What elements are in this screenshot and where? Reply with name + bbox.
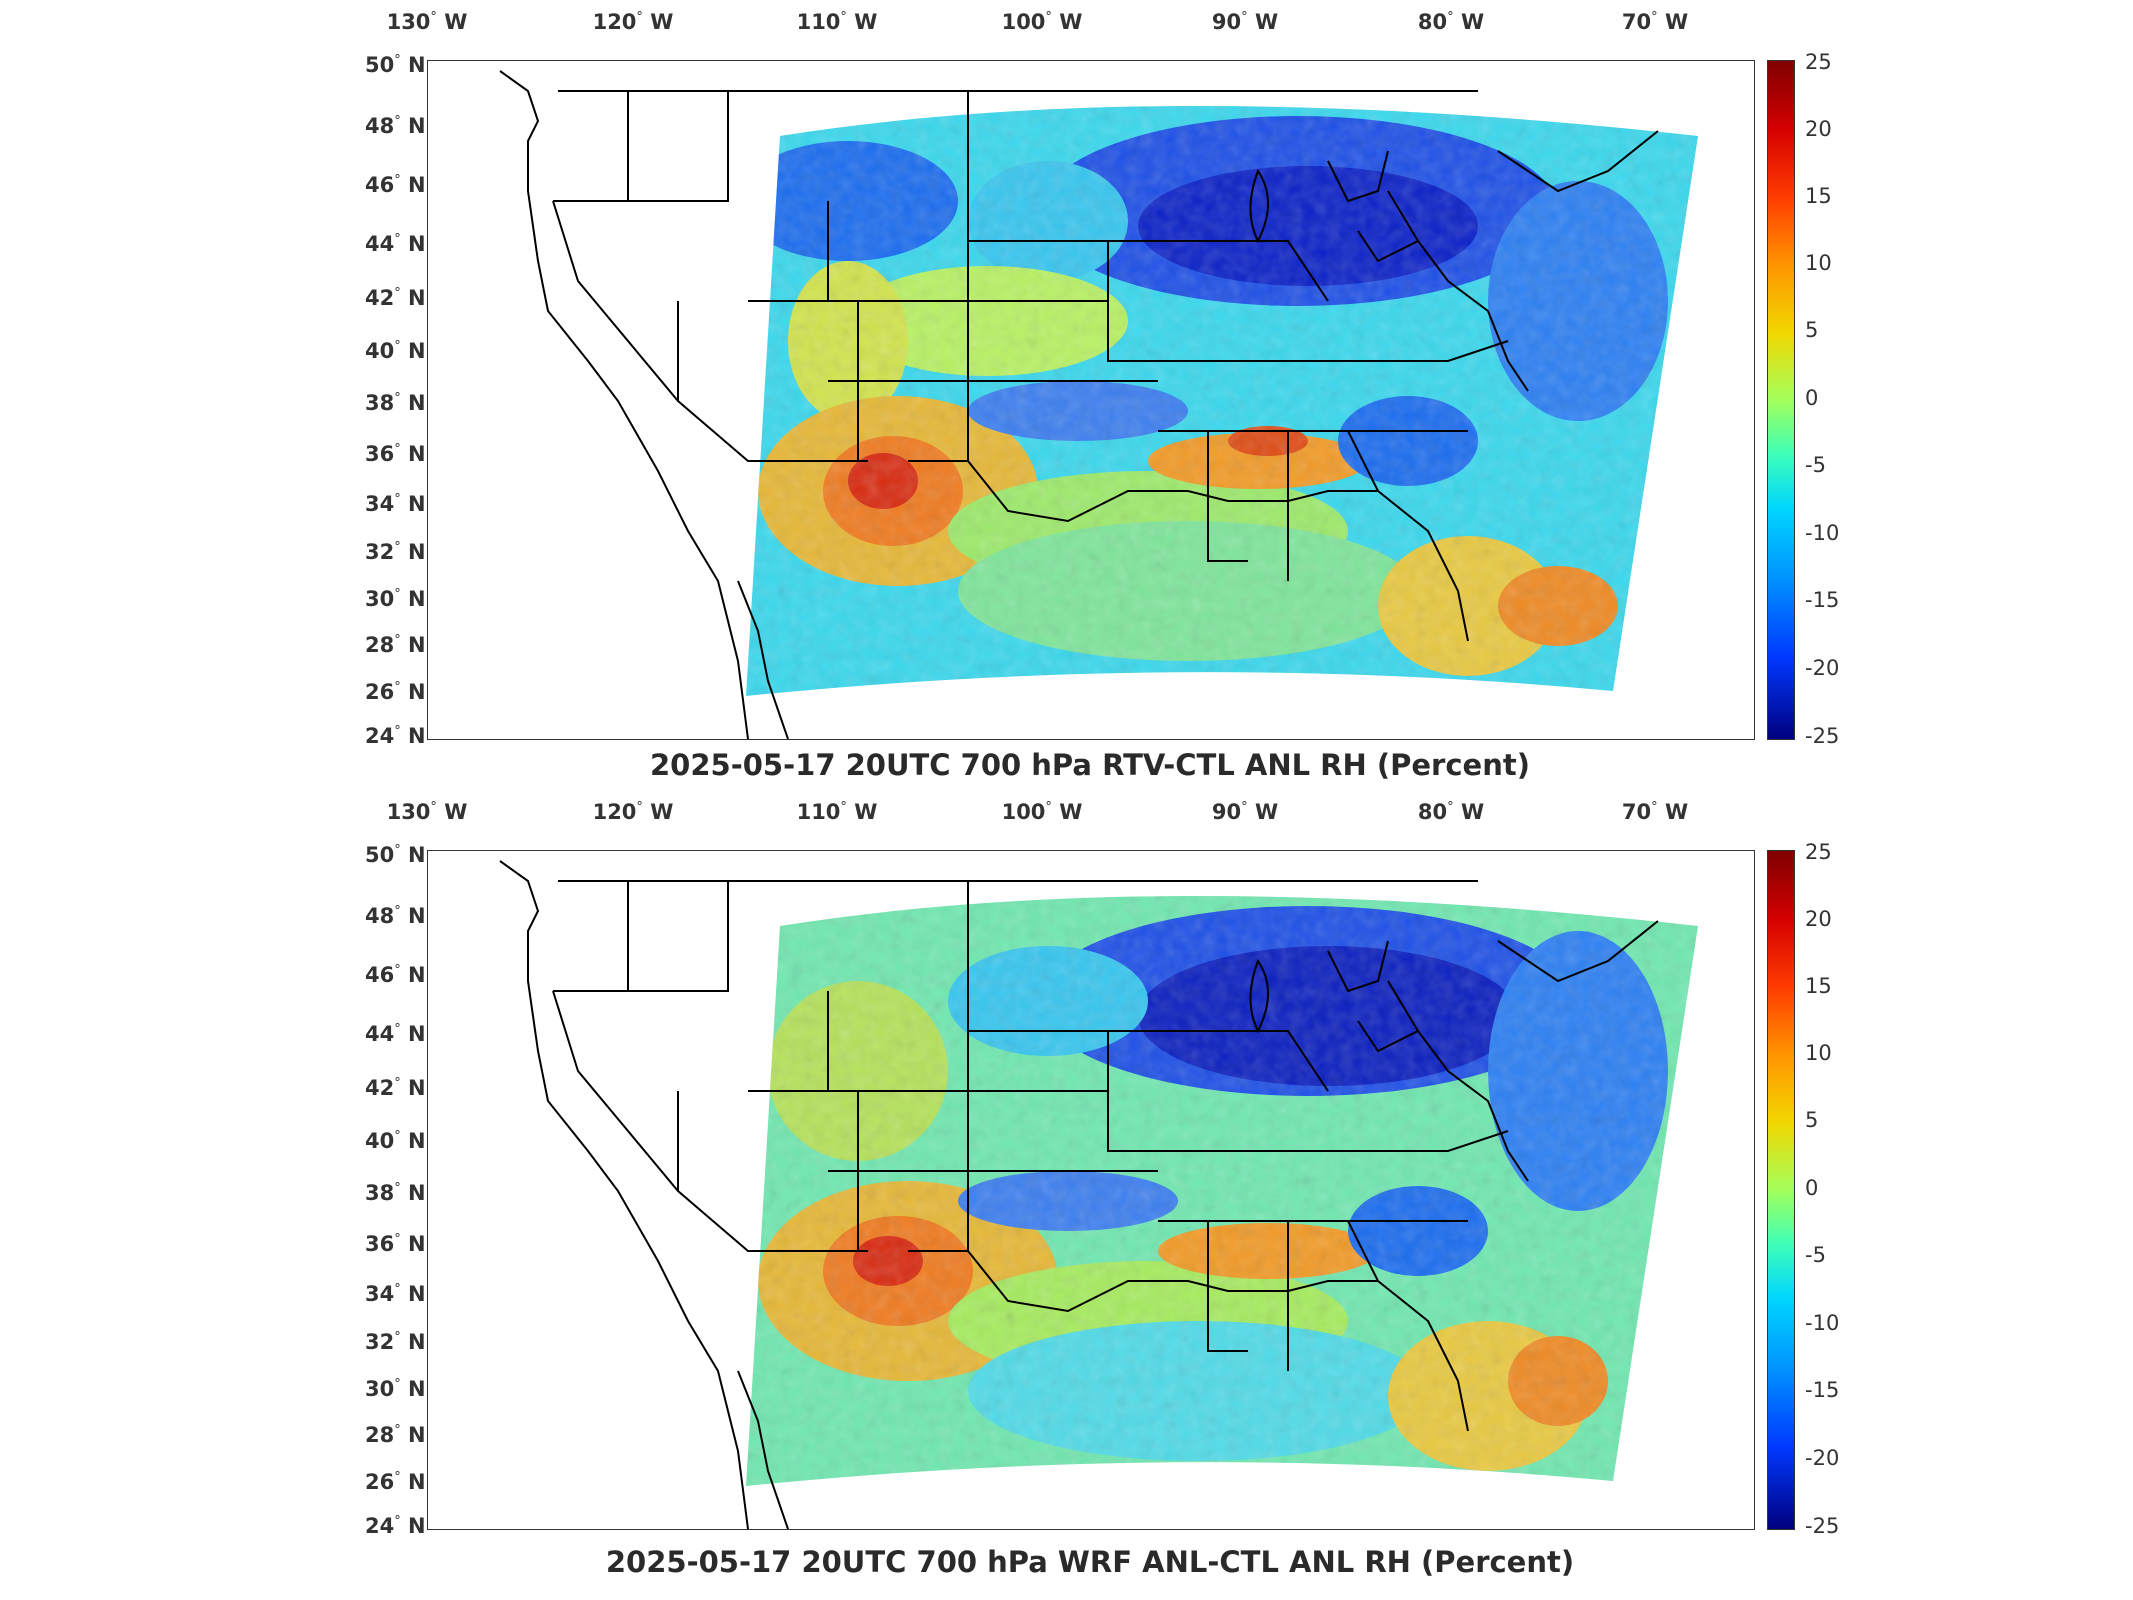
map-plot-area	[427, 850, 1755, 1530]
colorbar-tick-label: -20	[1805, 1446, 1840, 1470]
lat-label: 50° N	[365, 843, 426, 867]
colorbar-tick-label: 0	[1805, 386, 1819, 410]
lat-label: 36° N	[365, 1232, 426, 1256]
colorbar-tick-label: 10	[1805, 251, 1832, 275]
lon-label: 90° W	[1211, 800, 1279, 824]
lat-label: 38° N	[365, 391, 426, 415]
colorbar-tick-label: -20	[1805, 656, 1840, 680]
coastline-and-borders	[499, 70, 1659, 739]
colorbar-tick-label: 20	[1805, 117, 1832, 141]
map-title: 2025-05-17 20UTC 700 hPa WRF ANL-CTL ANL…	[605, 1545, 1575, 1579]
lat-label: 32° N	[365, 1330, 426, 1354]
lat-label: 26° N	[365, 680, 426, 704]
lat-label: 30° N	[365, 1377, 426, 1401]
lat-label: 44° N	[365, 232, 426, 256]
lat-label: 46° N	[365, 173, 426, 197]
map-plot-area	[427, 60, 1755, 740]
map-graphic	[499, 860, 1698, 1529]
lon-label: 80° W	[1417, 800, 1485, 824]
lon-label: 70° W	[1621, 10, 1689, 34]
lat-label: 50° N	[365, 53, 426, 77]
lon-label: 70° W	[1621, 800, 1689, 824]
colorbar-tick-label: 15	[1805, 974, 1832, 998]
lon-label: 90° W	[1211, 10, 1279, 34]
lat-label: 24° N	[365, 1514, 426, 1538]
lon-label: 130° W	[386, 10, 468, 34]
lat-label: 40° N	[365, 339, 426, 363]
colorbar-tick-label: 15	[1805, 184, 1832, 208]
lon-label: 120° W	[592, 10, 674, 34]
lat-label: 24° N	[365, 724, 426, 748]
lat-label: 34° N	[365, 1282, 426, 1306]
map-panel-bottom: 130° W 120° W 110° W 100° W 90° W 80° W …	[0, 790, 2133, 1600]
great-lakes	[1249, 168, 1269, 244]
lat-label: 46° N	[365, 963, 426, 987]
lon-label: 80° W	[1417, 10, 1485, 34]
colorbar-tick-label: 25	[1805, 840, 1832, 864]
lat-label: 32° N	[365, 540, 426, 564]
lat-label: 42° N	[365, 1076, 426, 1100]
map-title: 2025-05-17 20UTC 700 hPa RTV-CTL ANL RH …	[650, 748, 1530, 782]
lon-label: 120° W	[592, 800, 674, 824]
lon-label: 110° W	[796, 800, 878, 824]
colorbar	[1767, 850, 1795, 1530]
colorbar-tick-label: -15	[1805, 1378, 1840, 1402]
lat-label: 48° N	[365, 904, 426, 928]
colorbar-tick-label: 0	[1805, 1176, 1819, 1200]
colorbar-tick-label: -10	[1805, 1311, 1840, 1335]
lat-label: 28° N	[365, 1423, 426, 1447]
map-graphic	[499, 70, 1698, 739]
colorbar-tick-label: -15	[1805, 588, 1840, 612]
lat-label: 34° N	[365, 492, 426, 516]
colorbar-tick-label: -10	[1805, 521, 1840, 545]
lat-label: 42° N	[365, 286, 426, 310]
lat-label: 26° N	[365, 1470, 426, 1494]
coastline-and-borders	[499, 860, 1659, 1529]
lat-label: 30° N	[365, 587, 426, 611]
lon-label: 100° W	[1001, 10, 1083, 34]
colorbar-tick-label: -5	[1805, 1243, 1826, 1267]
lat-label: 38° N	[365, 1181, 426, 1205]
lon-label: 100° W	[1001, 800, 1083, 824]
lat-label: 40° N	[365, 1129, 426, 1153]
colorbar-tick-label: 25	[1805, 50, 1832, 74]
lat-label: 44° N	[365, 1022, 426, 1046]
rh-difference-field	[746, 106, 1698, 696]
colorbar-tick-label: -5	[1805, 453, 1826, 477]
colorbar-tick-label: 5	[1805, 318, 1819, 342]
map-panel-top: 130° W 120° W 110° W 100° W 90° W 80° W …	[0, 0, 2133, 790]
colorbar-tick-label: 20	[1805, 907, 1832, 931]
colorbar-tick-label: 10	[1805, 1041, 1832, 1065]
colorbar-tick-label: -25	[1805, 1514, 1840, 1538]
lat-label: 28° N	[365, 633, 426, 657]
colorbar-tick-label: -25	[1805, 724, 1840, 748]
lon-label: 110° W	[796, 10, 878, 34]
lat-label: 36° N	[365, 442, 426, 466]
rh-difference-field	[746, 896, 1698, 1486]
lon-label: 130° W	[386, 800, 468, 824]
colorbar	[1767, 60, 1795, 740]
lat-label: 48° N	[365, 114, 426, 138]
colorbar-tick-label: 5	[1805, 1108, 1819, 1132]
